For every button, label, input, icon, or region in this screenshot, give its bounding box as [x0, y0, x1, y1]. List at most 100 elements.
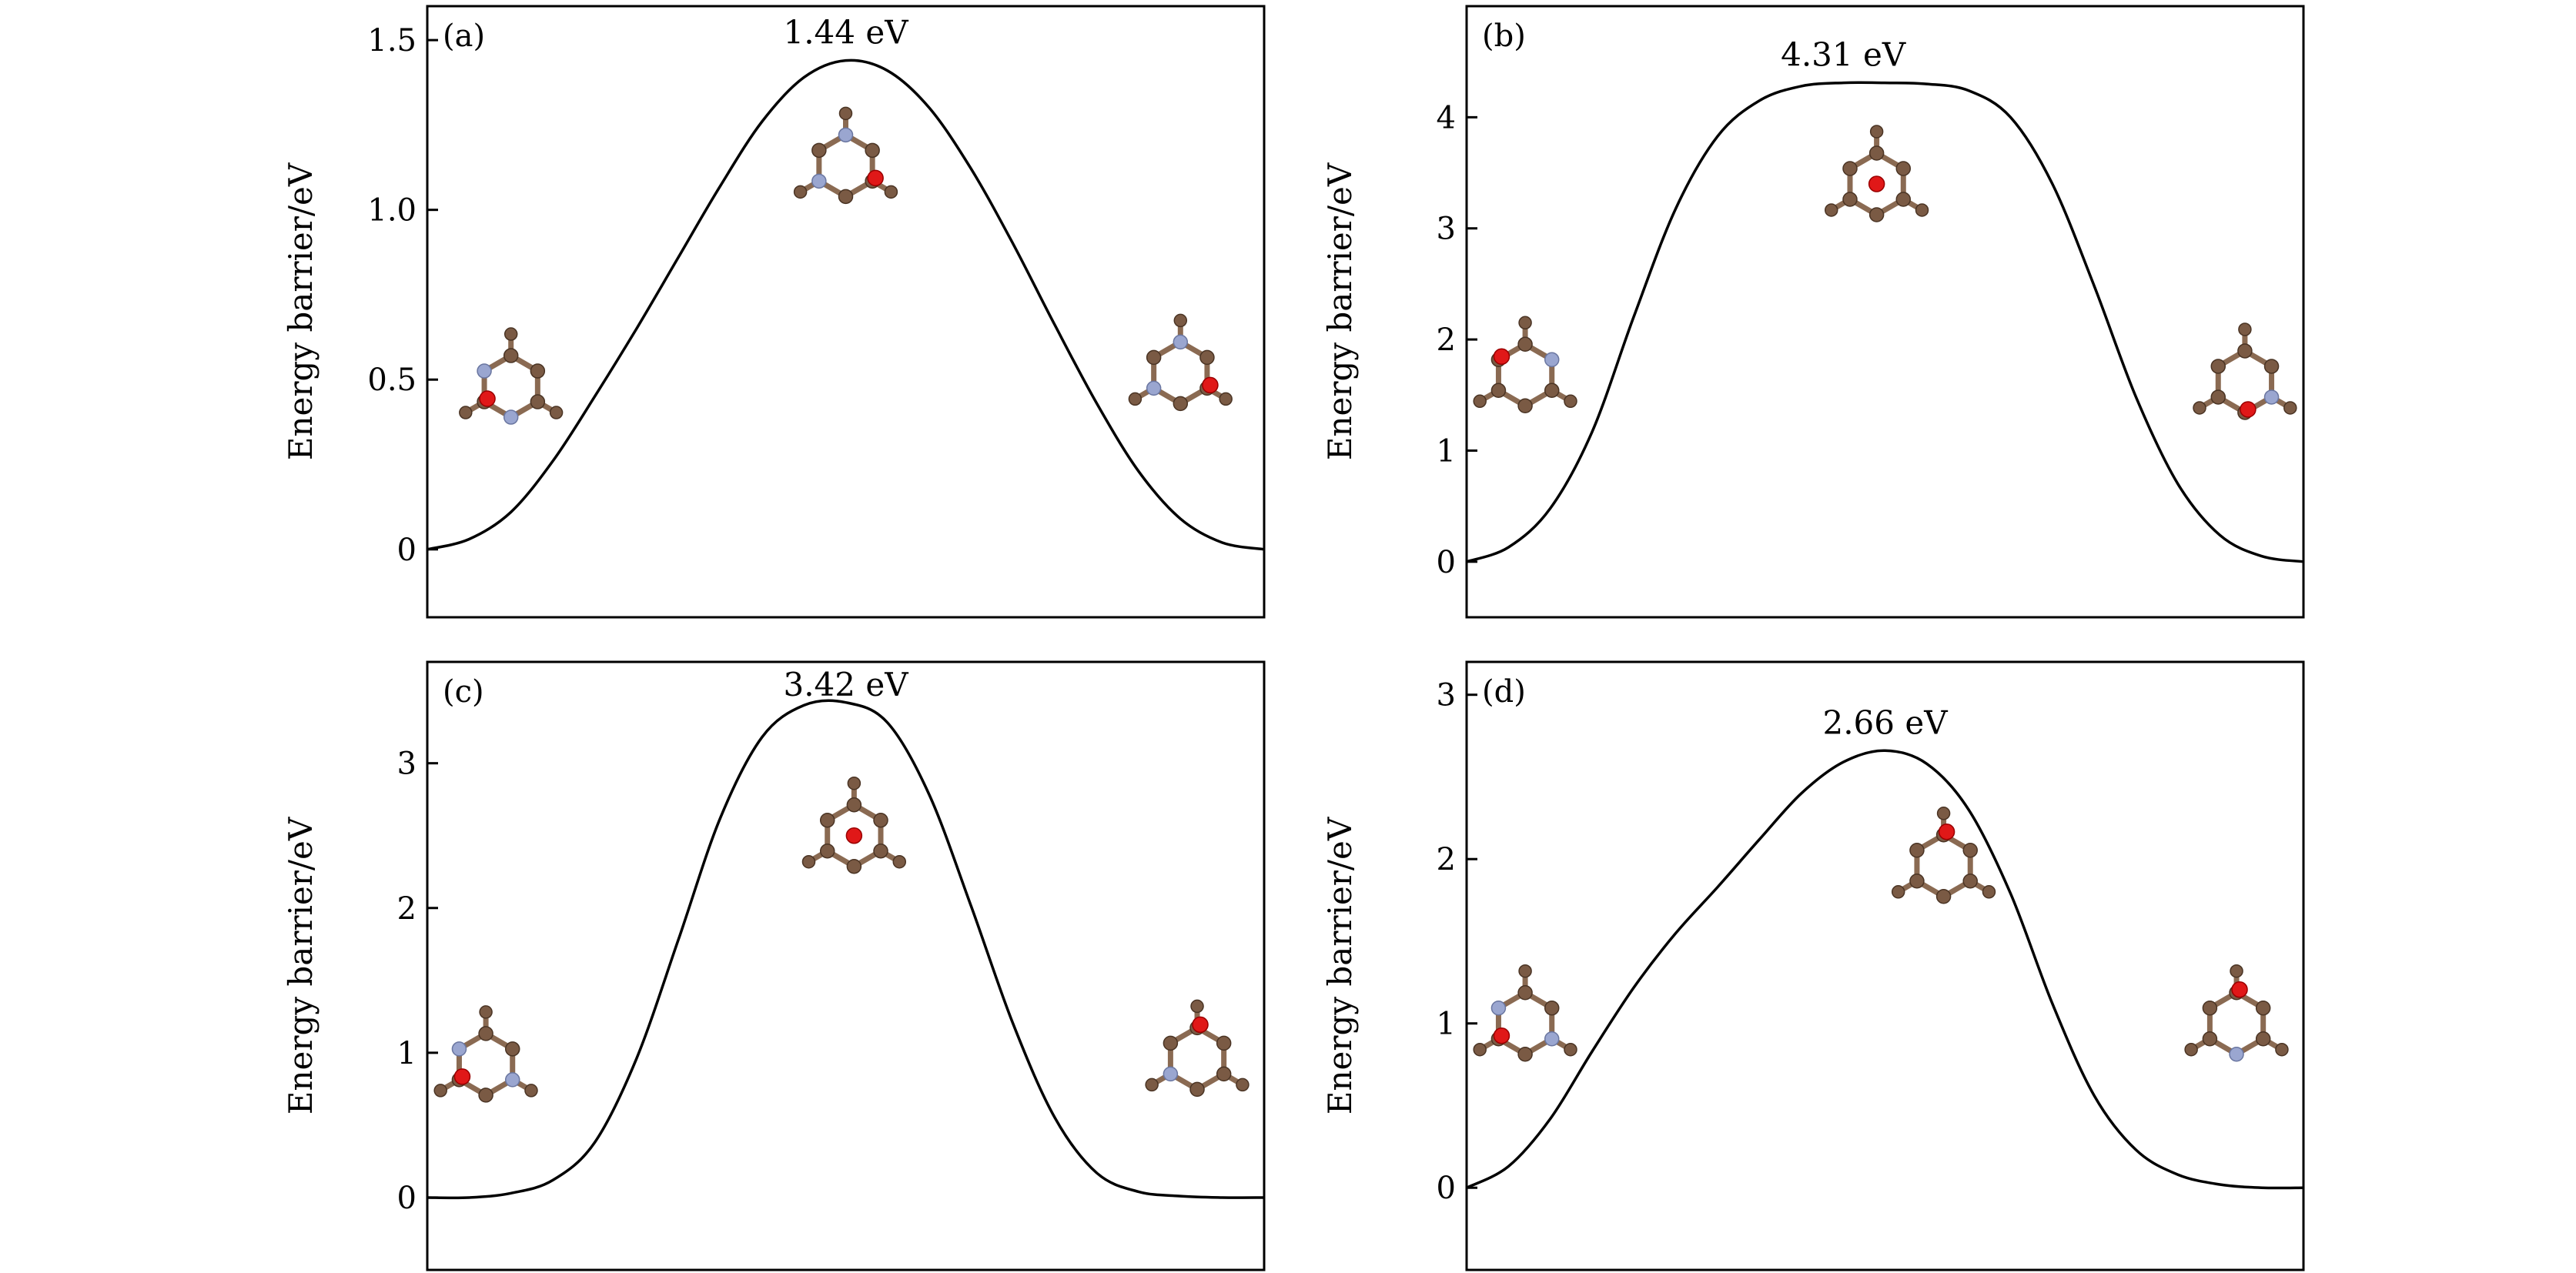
molecule-structure-carbon-atom [2275, 1042, 2289, 1057]
molecule-structure-carbon-atom [1518, 964, 1532, 978]
molecule-structure-carbon-atom [1824, 203, 1838, 217]
molecule-structure-carbon-atom [1982, 885, 1996, 899]
y-tick-label: 2 [1437, 322, 1456, 358]
y-tick-label: 1 [1437, 1007, 1456, 1042]
panel-label: (c) [443, 674, 484, 710]
molecule-structure-oxygen-atom [1868, 175, 1885, 192]
molecule-structure-carbon-atom [1145, 1078, 1159, 1092]
plot-frame [1465, 660, 2305, 1271]
molecule-structure-carbon-atom [2193, 401, 2206, 415]
molecule-structure [1145, 999, 1250, 1098]
molecule-structure-nitrogen-atom [1544, 1031, 1560, 1047]
barrier-annotation: 1.44 eV [783, 14, 908, 52]
molecule-structure-carbon-atom [2202, 1031, 2218, 1047]
plot-frame [426, 660, 1266, 1271]
molecule-structure-carbon-atom [1915, 203, 1929, 217]
molecule-structure-carbon-atom [478, 1088, 493, 1103]
molecule-structure-carbon-atom [504, 1041, 520, 1057]
molecule-structure-carbon-atom [2237, 343, 2253, 359]
molecule-structure-oxygen-atom [1493, 348, 1510, 366]
molecule-structure-oxygen-atom [2231, 981, 2248, 998]
molecule-structure [433, 1005, 538, 1103]
molecule-structure-carbon-atom [524, 1084, 538, 1098]
molecule-structure-nitrogen-atom [1146, 380, 1162, 396]
y-tick-label: 3 [397, 747, 417, 782]
molecule-structure-carbon-atom [2263, 359, 2280, 374]
molecule-structure-carbon-atom [2283, 401, 2297, 415]
molecule-structure-carbon-atom [2255, 1031, 2271, 1047]
molecule-structure-carbon-atom [1163, 1035, 1179, 1051]
molecule-structure-carbon-atom [1189, 1081, 1205, 1098]
molecule-structure-carbon-atom [2202, 1000, 2218, 1016]
molecule-structure-carbon-atom [1473, 394, 1487, 409]
molecule-structure-carbon-atom [1517, 398, 1533, 414]
y-tick-label: 0 [1437, 545, 1456, 580]
molecule-structure-nitrogen-atom [1173, 334, 1189, 350]
molecule-structure [793, 106, 898, 205]
molecule-structure-carbon-atom [530, 394, 546, 409]
molecule-structure-carbon-atom [530, 363, 546, 379]
panel-b: 0 1 2 3 4 Energy barrier/eV (b) 4.31 eV [1321, 5, 2305, 619]
y-tick-label: 3 [1437, 212, 1456, 247]
molecule-structure-nitrogen-atom [838, 127, 854, 143]
y-tick-label: 0 [397, 533, 417, 568]
energy-curve [1466, 81, 2304, 563]
molecule-structure-nitrogen-atom [1544, 352, 1560, 368]
molecule-structure-carbon-atom [1216, 1066, 1232, 1082]
molecule-structure-nitrogen-atom [2229, 1046, 2244, 1062]
molecule-structure-carbon-atom [1128, 392, 1142, 406]
molecule-structure-carbon-atom [1891, 885, 1905, 899]
molecule-structure-carbon-atom [1544, 383, 1560, 399]
molecule-structure-carbon-atom [1517, 1046, 1533, 1062]
molecule-structure-carbon-atom [1962, 843, 1978, 858]
y-tick-label: 1 [397, 1036, 417, 1071]
molecule-structure-carbon-atom [459, 406, 473, 419]
barrier-annotation: 4.31 eV [1781, 36, 1906, 74]
molecule-structure-carbon-atom [549, 406, 564, 419]
molecule-structure [1473, 964, 1577, 1062]
plot-frame [426, 5, 1266, 619]
molecule-structure-carbon-atom [1146, 349, 1162, 366]
molecule-structure [1824, 125, 1929, 222]
molecule-structure [2184, 964, 2289, 1062]
molecule-structure [2193, 322, 2297, 420]
y-tick-label: 0 [1437, 1171, 1456, 1206]
molecule-structure-carbon-atom [1842, 161, 1858, 176]
molecule-structure-carbon-atom [1490, 383, 1507, 399]
molecule-structure-carbon-atom [479, 1005, 493, 1019]
molecule-structure-carbon-atom [2210, 359, 2226, 374]
molecule-structure-carbon-atom [1935, 889, 1952, 904]
molecule-structure-nitrogen-atom [1490, 1000, 1507, 1016]
y-axis-label: Energy barrier/eV [282, 162, 319, 460]
energy-curve [427, 58, 1265, 551]
molecule-structure-carbon-atom [819, 812, 835, 828]
molecule-structure-carbon-atom [1219, 392, 1233, 406]
molecule-structure-carbon-atom [884, 185, 898, 199]
y-tick-label: 1.0 [367, 193, 417, 229]
y-tick-label: 2 [1437, 842, 1456, 877]
molecule-structure-oxygen-atom [1938, 824, 1955, 840]
molecule-structure-carbon-atom [2255, 1000, 2271, 1016]
molecule-structure-oxygen-atom [479, 390, 496, 407]
molecule-structure-carbon-atom [846, 797, 862, 813]
molecule-structure-oxygen-atom [1493, 1027, 1510, 1044]
molecule-structure-carbon-atom [2238, 322, 2252, 336]
y-axis-label: Energy barrier/eV [282, 817, 319, 1114]
molecule-structure-carbon-atom [838, 189, 854, 205]
y-tick-label: 1.5 [367, 23, 417, 58]
molecule-structure-carbon-atom [1473, 1042, 1487, 1057]
y-tick-label: 0.5 [367, 363, 417, 398]
molecule-structure-carbon-atom [1544, 1000, 1560, 1016]
molecule-structure-oxygen-atom [2240, 401, 2257, 418]
molecule-structure-carbon-atom [1236, 1078, 1250, 1092]
molecule-structure-carbon-atom [892, 854, 907, 869]
molecule-structure [801, 776, 907, 874]
molecule-structure-oxygen-atom [1202, 376, 1219, 394]
molecule-structure-nitrogen-atom [1163, 1066, 1179, 1082]
molecule-structure-carbon-atom [819, 843, 835, 859]
molecule-structure-carbon-atom [873, 812, 888, 828]
molecule-structure-nitrogen-atom [2263, 389, 2280, 405]
panel-label: (b) [1482, 18, 1526, 54]
molecule-structure-carbon-atom [503, 348, 519, 363]
